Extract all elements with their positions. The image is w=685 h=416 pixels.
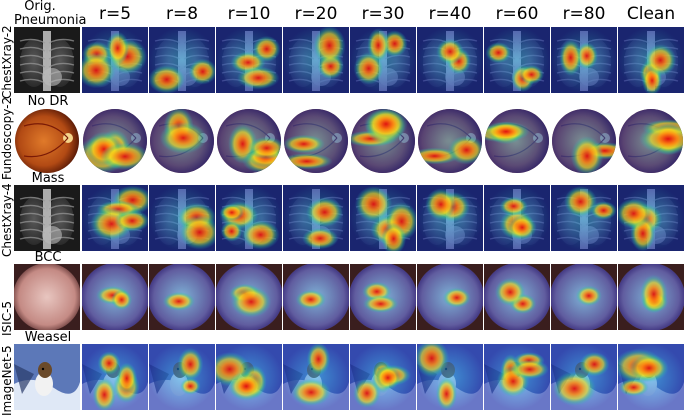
row-class-label: Mass bbox=[31, 171, 65, 186]
original-image bbox=[14, 344, 80, 410]
column-header-0: r=5 bbox=[98, 4, 132, 24]
saliency-map-image bbox=[618, 344, 684, 410]
saliency-map-image bbox=[283, 185, 349, 251]
column-header-4: r=30 bbox=[361, 4, 405, 24]
saliency-map-image bbox=[551, 185, 617, 251]
row-dataset-label: ChestXray-4 bbox=[0, 183, 14, 257]
saliency-map-image bbox=[417, 344, 483, 410]
saliency-map-image bbox=[283, 27, 349, 93]
saliency-map-image bbox=[551, 27, 617, 93]
saliency-map-image bbox=[350, 264, 416, 330]
saliency-map-image bbox=[618, 185, 684, 251]
row-class-label: BCC bbox=[34, 250, 62, 265]
saliency-map-image bbox=[484, 264, 550, 330]
saliency-map-image bbox=[82, 185, 148, 251]
saliency-map-image bbox=[417, 185, 483, 251]
saliency-map-image bbox=[283, 264, 349, 330]
column-header-2: r=10 bbox=[227, 4, 271, 24]
saliency-map-image bbox=[417, 27, 483, 93]
column-header-1: r=8 bbox=[165, 4, 199, 24]
saliency-map-image bbox=[82, 344, 148, 410]
saliency-map-image bbox=[484, 185, 550, 251]
saliency-map-image bbox=[149, 344, 215, 410]
row-class-label: Pneumonia bbox=[14, 13, 87, 28]
column-header-6: r=60 bbox=[495, 4, 539, 24]
saliency-map-image bbox=[417, 108, 483, 174]
saliency-map-image bbox=[551, 108, 617, 174]
saliency-map-image bbox=[484, 108, 550, 174]
saliency-map-image bbox=[82, 108, 148, 174]
row-dataset-label: ImageNet-5 bbox=[0, 345, 14, 416]
column-header-3: r=20 bbox=[294, 4, 338, 24]
row-dataset-label: ISIC-5 bbox=[0, 300, 14, 336]
saliency-map-image bbox=[484, 344, 550, 410]
saliency-map-image bbox=[149, 27, 215, 93]
saliency-map-image bbox=[350, 27, 416, 93]
saliency-map-image bbox=[551, 264, 617, 330]
saliency-map-image bbox=[618, 27, 684, 93]
saliency-map-image bbox=[216, 108, 282, 174]
saliency-map-image bbox=[216, 344, 282, 410]
saliency-map-image bbox=[350, 344, 416, 410]
saliency-map-image bbox=[283, 108, 349, 174]
row-class-label: Weasel bbox=[24, 330, 72, 345]
saliency-map-image bbox=[417, 264, 483, 330]
orig-column-header: Orig. bbox=[0, 0, 80, 14]
saliency-map-image bbox=[618, 108, 684, 174]
saliency-map-image bbox=[350, 185, 416, 251]
original-image bbox=[14, 264, 80, 330]
original-image bbox=[14, 185, 80, 251]
saliency-map-image bbox=[216, 185, 282, 251]
saliency-map-image bbox=[484, 27, 550, 93]
column-header-8: Clean bbox=[626, 4, 676, 24]
saliency-map-image bbox=[216, 264, 282, 330]
saliency-map-image bbox=[149, 264, 215, 330]
row-class-label: No DR bbox=[27, 94, 69, 109]
saliency-map-image bbox=[283, 344, 349, 410]
saliency-map-image bbox=[82, 264, 148, 330]
original-image bbox=[14, 108, 80, 174]
saliency-map-image bbox=[82, 27, 148, 93]
saliency-map-image bbox=[149, 108, 215, 174]
saliency-map-image bbox=[618, 264, 684, 330]
column-header-7: r=80 bbox=[562, 4, 606, 24]
column-header-5: r=40 bbox=[428, 4, 472, 24]
original-image bbox=[14, 27, 80, 93]
saliency-map-image bbox=[350, 108, 416, 174]
saliency-map-image bbox=[149, 185, 215, 251]
saliency-map-image bbox=[216, 27, 282, 93]
saliency-map-image bbox=[551, 344, 617, 410]
orig-header-text: Orig. bbox=[24, 0, 56, 14]
row-dataset-label: Fundoscopy-2 bbox=[0, 96, 14, 180]
